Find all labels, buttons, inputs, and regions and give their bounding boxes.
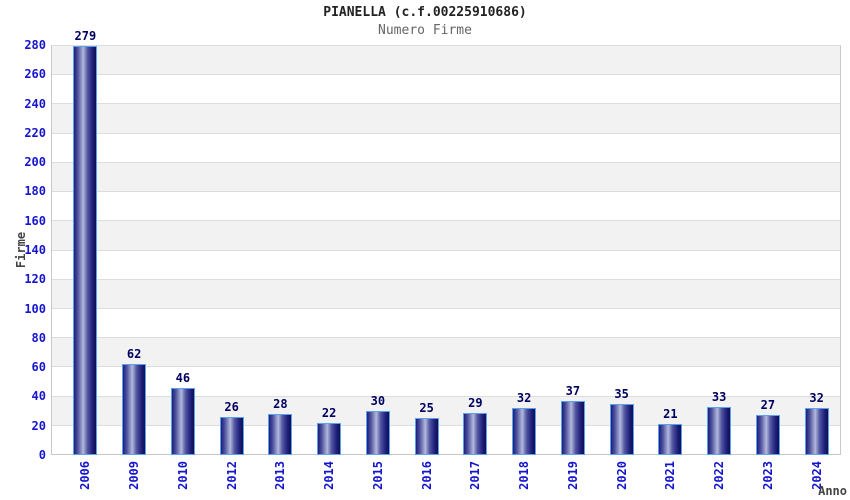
bar-slot: 279 2006 (61, 30, 110, 490)
bar-slot: 21 2021 (646, 45, 695, 490)
bar-value-label: 32 (809, 391, 824, 406)
bar (414, 418, 439, 455)
bar-slot: 37 2019 (549, 45, 598, 490)
bar (365, 411, 390, 455)
x-tick-label: 2021 (663, 461, 678, 490)
bar-slot: 35 2020 (597, 45, 646, 490)
x-tick-label: 2022 (712, 461, 727, 490)
x-tick-label: 2013 (273, 461, 288, 490)
grid-band (52, 46, 840, 76)
y-tick-label: 160 (24, 213, 46, 228)
grid-band (52, 104, 840, 134)
bar (219, 416, 244, 455)
grid-band (52, 75, 840, 105)
bar-value-label: 28 (273, 397, 288, 411)
y-tick-label: 60 (31, 360, 46, 375)
y-tick-label: 260 (24, 67, 46, 82)
bar-slot: 46 2010 (159, 45, 208, 490)
y-tick-label: 180 (24, 184, 46, 199)
x-tick-label: 2018 (517, 461, 532, 490)
bar-value-label: 37 (565, 383, 581, 398)
x-tick-label: 2023 (760, 461, 775, 490)
x-tick-label: 2015 (370, 461, 385, 490)
grid-band (52, 133, 840, 163)
bar (317, 422, 342, 455)
bar (755, 415, 780, 455)
chart-subtitle: Numero Firme (378, 23, 472, 38)
bar-value-label: 32 (516, 391, 532, 406)
bar (73, 46, 98, 455)
x-tick-label: 2020 (614, 461, 629, 490)
y-tick-label: 0 (38, 448, 46, 462)
bar-slot: 29 2017 (451, 45, 500, 490)
bar-value-label: 29 (468, 395, 483, 410)
bar (804, 408, 829, 455)
bar-slot: 22 2014 (305, 45, 354, 490)
x-tick-label: 2006 (78, 461, 93, 490)
grid-band (52, 308, 840, 339)
bar (463, 412, 488, 455)
x-tick-label: 2019 (565, 461, 580, 490)
chart-title: PIANELLA (c.f.00225910686) (323, 5, 527, 20)
bar-value-label: 46 (175, 370, 191, 385)
bar (122, 364, 147, 455)
bar-slot: 26 2012 (207, 45, 256, 490)
grid-band (52, 192, 840, 222)
grid-band (52, 250, 840, 280)
y-tick-label: 20 (31, 418, 46, 433)
bar-value-label: 62 (126, 347, 142, 362)
bar-slot: 33 2022 (695, 45, 744, 490)
bar-value-label: 21 (663, 407, 678, 422)
bar-value-label: 25 (419, 401, 434, 416)
bar-value-label: 35 (614, 386, 629, 401)
bar-value-label: 22 (321, 405, 337, 420)
y-tick-label: 280 (24, 38, 46, 52)
bar (268, 414, 293, 455)
x-tick-label: 2017 (468, 461, 483, 490)
x-axis-label: Anno (818, 484, 847, 498)
y-tick-label: 40 (31, 389, 46, 404)
grid-band (52, 221, 840, 251)
bar (658, 424, 683, 455)
x-tick-label: 2012 (224, 461, 239, 490)
grid-band (52, 162, 840, 193)
bar-slot: 28 2013 (256, 45, 305, 490)
grid-band (52, 279, 840, 309)
x-tick-label: 2010 (175, 461, 190, 490)
y-axis-label: Firme (14, 231, 28, 269)
bar-slot: 32 2018 (500, 45, 549, 490)
y-tick-label: 200 (24, 155, 46, 170)
x-tick-label: 2009 (127, 461, 142, 490)
grid-band (52, 338, 840, 368)
bar-value-label: 30 (370, 394, 386, 409)
y-tick-label: 140 (24, 243, 46, 257)
bar-value-label: 279 (74, 29, 97, 44)
y-tick-label: 100 (24, 301, 46, 316)
bar-slot: 30 2015 (354, 45, 403, 490)
bar-slot: 32 2024 (792, 45, 841, 490)
bar-value-label: 27 (760, 398, 776, 413)
bar (609, 403, 634, 455)
bar-slot: 62 2009 (110, 45, 159, 490)
x-tick-label: 2016 (419, 461, 434, 490)
bar-slot: 25 2016 (402, 45, 451, 490)
bar-series: 279 2006 62 2009 46 2010 26 2012 28 2013 22 2014 30 2… (61, 30, 841, 490)
bar-value-label: 26 (224, 399, 239, 414)
bar-value-label: 33 (711, 389, 727, 404)
y-tick-label: 120 (24, 272, 46, 287)
y-tick-label: 240 (24, 96, 46, 111)
bar (512, 408, 537, 455)
x-tick-label: 2014 (322, 461, 337, 490)
bar (170, 387, 195, 455)
bar (560, 400, 585, 455)
y-tick-label: 220 (24, 125, 46, 140)
bar-slot: 27 2023 (744, 45, 793, 490)
y-tick-label: 80 (31, 330, 46, 345)
bar (707, 406, 732, 455)
